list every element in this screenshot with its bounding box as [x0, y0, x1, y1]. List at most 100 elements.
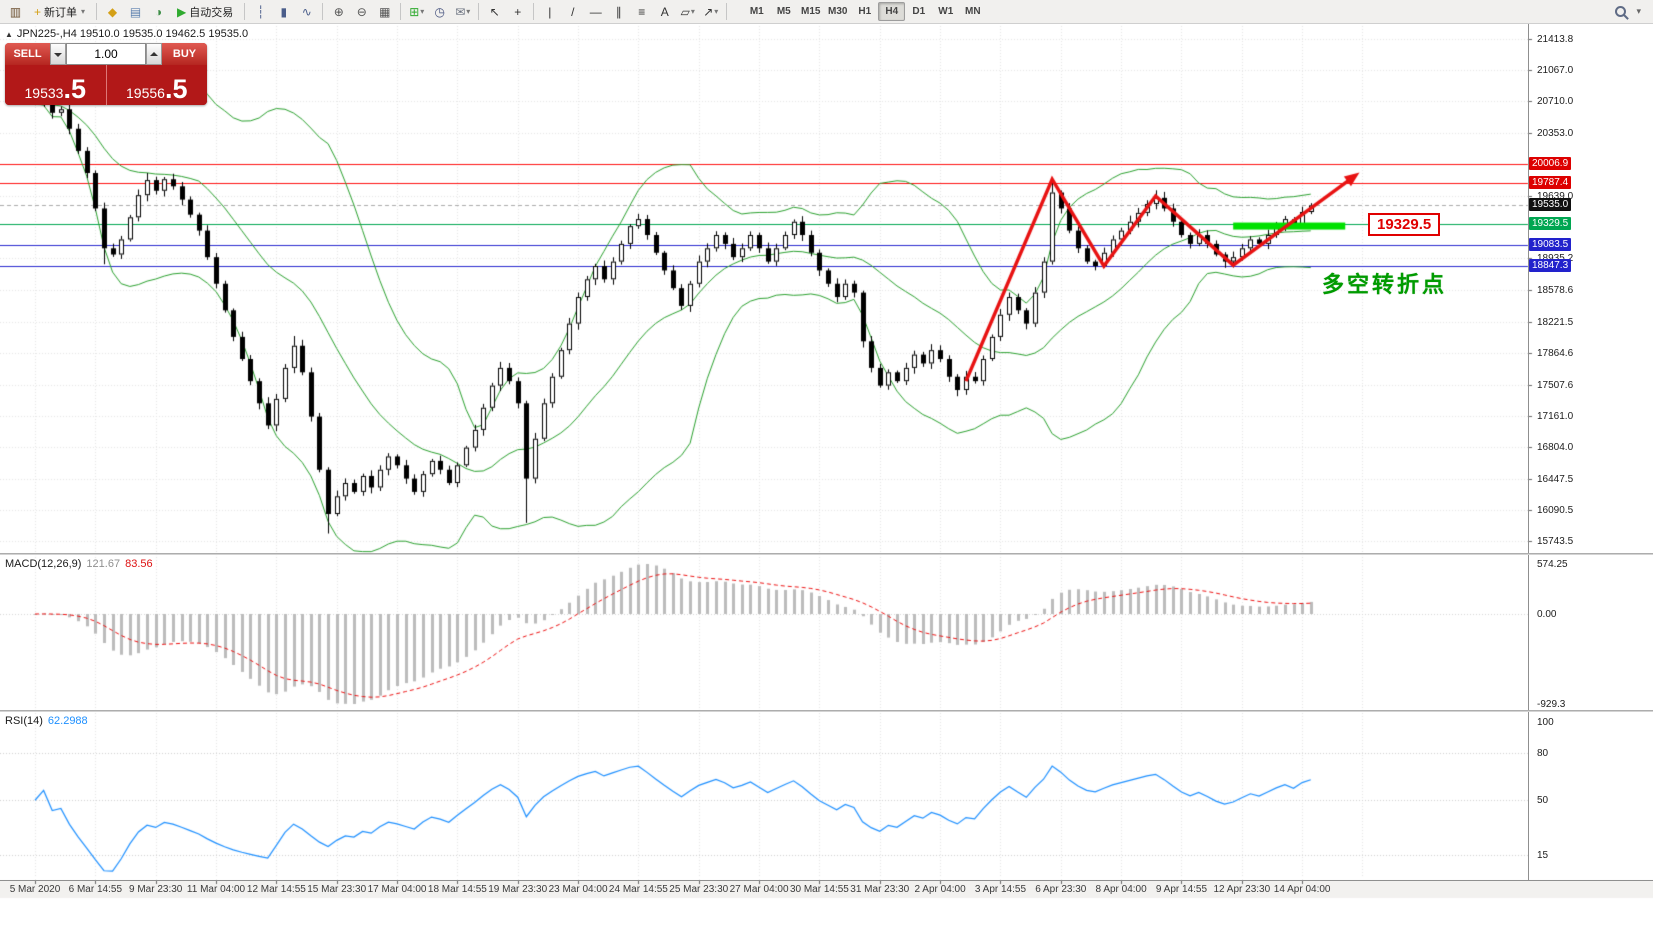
support-price-callout[interactable]: 19329.5: [1368, 212, 1441, 236]
ask-price-big-digit: .5: [164, 74, 188, 105]
macd-signal-value: 83.56: [125, 558, 153, 570]
arrow-object-icon[interactable]: ↗ ▾: [699, 2, 722, 22]
profiles-icon-glyph: ▤: [129, 4, 142, 19]
timeframe-button-mn[interactable]: MN: [964, 6, 981, 17]
rsi-axis-value: 15: [1537, 850, 1549, 861]
turning-point-annotation[interactable]: 多空转折点: [1322, 271, 1448, 297]
timeframe-button-h1[interactable]: H1: [858, 6, 872, 17]
price-axis-tick: 16804.0: [1537, 442, 1574, 454]
time-axis[interactable]: [0, 880, 1653, 881]
timeframe-button-m5[interactable]: M5: [776, 6, 791, 17]
sell-button[interactable]: SELL: [5, 43, 50, 65]
rsi-name: RSI(14): [5, 715, 43, 727]
chevron-down-icon: ▾: [420, 7, 425, 16]
price-axis[interactable]: [1528, 24, 1529, 880]
timeframe-button-m1[interactable]: M1: [749, 6, 764, 17]
text-label-icon[interactable]: A: [653, 2, 676, 22]
macd-axis-value: 0.00: [1537, 609, 1557, 620]
rsi-axis-value: 100: [1537, 717, 1554, 728]
lot-size-input[interactable]: [66, 43, 146, 65]
macd-name: MACD(12,26,9): [5, 558, 82, 570]
price-axis-tick: 18221.5: [1537, 316, 1574, 328]
timeframe-button-m30[interactable]: M30: [828, 6, 848, 17]
chevron-down-icon: ▾: [714, 7, 719, 16]
bid-price: 19533: [24, 84, 64, 101]
lot-increase-button[interactable]: [146, 43, 162, 65]
fibonacci-icon[interactable]: ≡: [630, 2, 653, 22]
zoom-in-icon-glyph: ⊕: [333, 4, 344, 19]
price-level-flag: 20006.9: [1529, 156, 1572, 170]
time-axis-label: 8 Apr 04:00: [1095, 884, 1147, 895]
buy-button[interactable]: BUY: [162, 43, 207, 65]
search-icon[interactable]: [1615, 6, 1627, 17]
time-axis-label: 12 Apr 23:30: [1213, 884, 1271, 895]
trade-controls-row: SELL BUY: [5, 43, 207, 65]
time-axis-label: 12 Mar 14:55: [246, 884, 306, 895]
price-axis-tick: 21413.8: [1537, 33, 1574, 45]
price-axis-tick: 16447.5: [1537, 473, 1574, 485]
macd-axis-value: -929.3: [1537, 699, 1566, 710]
new-order-button[interactable]: + 新订单 ▾: [27, 2, 92, 22]
price-level-flag: 18847.3: [1529, 259, 1572, 273]
mailbox-icon-glyph: ✉: [455, 4, 466, 19]
shapes-icon[interactable]: ▱ ▾: [676, 2, 699, 22]
bid-price-big-digit: .5: [63, 74, 86, 105]
mailbox-icon[interactable]: ✉ ▾: [451, 2, 474, 22]
time-axis-label: 6 Apr 23:30: [1035, 884, 1087, 895]
timeframe-button-w1[interactable]: W1: [938, 6, 954, 17]
buy-price-button[interactable]: 19556.5: [107, 65, 208, 105]
new-chart-green-icon[interactable]: ⊞ ▾: [405, 2, 428, 22]
bar-chart-type-icon[interactable]: ┆: [249, 2, 272, 22]
text-label-icon-glyph: A: [660, 4, 669, 19]
crosshair-icon[interactable]: +: [506, 2, 529, 22]
rsi-axis-value: 50: [1537, 795, 1549, 807]
trendline-icon[interactable]: /: [561, 2, 584, 22]
equidistant-channel-icon[interactable]: ∥: [607, 2, 630, 22]
new-chart-icon[interactable]: ▥: [4, 2, 27, 22]
candlestick-type-icon[interactable]: ▮: [272, 2, 295, 22]
symbol-icon: ▲: [5, 29, 13, 39]
timeframe-button-m15[interactable]: M15: [801, 6, 821, 17]
toolbar-overflow-icon[interactable]: ▾: [1636, 6, 1641, 16]
equidistant-channel-icon-glyph: ∥: [615, 4, 622, 19]
zoom-out-icon-glyph: ⊖: [356, 4, 367, 19]
time-axis-label: 15 Mar 23:30: [307, 884, 367, 895]
toolbar-separator: [533, 3, 535, 20]
chevron-down-icon: ▾: [81, 7, 86, 16]
auto-trading-glyph: ▶: [177, 4, 187, 19]
macd-main-value: 121.67: [86, 558, 121, 570]
time-axis-label: 9 Apr 14:55: [1155, 884, 1208, 895]
tile-windows-icon-glyph: ▦: [379, 4, 391, 19]
profiles-icon[interactable]: ▤: [124, 2, 147, 22]
price-axis-tick: 21067.0: [1537, 64, 1574, 76]
timeframe-button-h4[interactable]: H4: [878, 2, 906, 21]
current-price-flag: 19535.0: [1529, 198, 1572, 212]
one-click-trading-widget: SELL BUY 19533.5 19556.5: [5, 43, 207, 105]
line-chart-type-icon[interactable]: ∿: [295, 2, 318, 22]
macd-indicator-label: MACD(12,26,9) 121.67 83.56: [5, 558, 153, 570]
new-order-button-label: 新订单: [44, 6, 78, 19]
new-order-glyph: +: [34, 4, 42, 19]
auto-trading-button-label: 自动交易: [189, 6, 234, 19]
auto-trading-button[interactable]: ▶ 自动交易: [170, 2, 240, 22]
toolbar-separator: [322, 3, 324, 20]
timeframe-button-d1[interactable]: D1: [912, 6, 926, 17]
lot-decrease-button[interactable]: [50, 43, 66, 65]
sell-price-button[interactable]: 19533.5: [5, 65, 107, 105]
favorites-icon[interactable]: ◆: [101, 2, 124, 22]
refresh-icon[interactable]: ◑: [147, 2, 170, 22]
zoom-in-icon[interactable]: ⊕: [327, 2, 350, 22]
zoom-out-icon[interactable]: ⊖: [350, 2, 373, 22]
clock-icon[interactable]: ◷: [428, 2, 451, 22]
price-axis-tick: 16090.5: [1537, 505, 1574, 517]
tile-windows-icon[interactable]: ▦: [373, 2, 396, 22]
cursor-icon[interactable]: ↖: [483, 2, 506, 22]
panel-resize-handle-rsi[interactable]: [0, 710, 1653, 712]
horizontal-line-icon[interactable]: —: [584, 2, 607, 22]
time-axis-label: 18 Mar 14:55: [427, 884, 487, 895]
vertical-line-icon[interactable]: |: [538, 2, 561, 22]
time-axis-label: 5 Mar 2020: [9, 884, 61, 895]
panel-resize-handle-macd[interactable]: [0, 553, 1653, 555]
